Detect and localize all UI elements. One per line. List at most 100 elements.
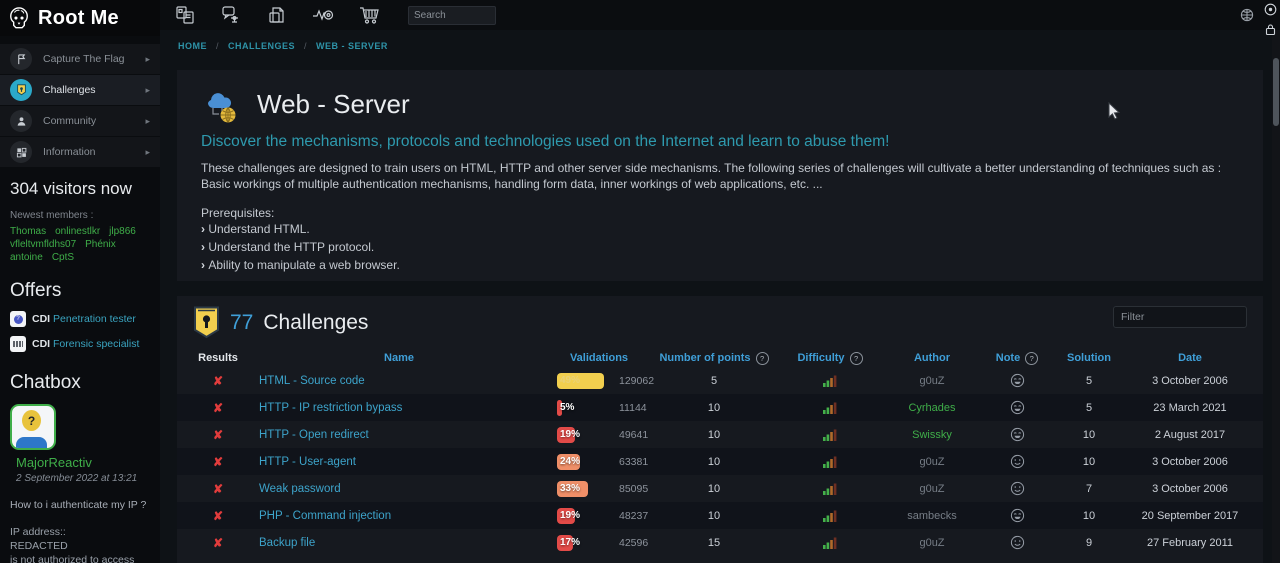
sidebar-item-capture-the-flag[interactable]: Capture The Flag ▸	[0, 44, 160, 74]
chevron-right-icon: ▸	[145, 146, 150, 157]
note-emoji-icon	[1010, 400, 1025, 419]
solution-count[interactable]: 10	[1082, 428, 1096, 441]
note-emoji-icon	[1010, 427, 1025, 446]
validation-bar	[557, 480, 588, 497]
challenge-link[interactable]: Weak password	[259, 482, 341, 495]
language-globe-icon[interactable]	[1240, 8, 1254, 27]
challenge-author[interactable]: g0uZ	[919, 536, 945, 549]
difficulty-bars-icon	[769, 536, 891, 550]
challenge-link[interactable]: HTTP - IP restriction bypass	[259, 401, 403, 414]
note-emoji-icon	[1010, 373, 1025, 392]
challenge-author[interactable]: g0uZ	[919, 482, 945, 495]
chat-line: REDACTED	[10, 540, 68, 552]
challenges-title: Challenges	[263, 310, 369, 334]
note-emoji-icon	[1010, 481, 1025, 500]
column-validations[interactable]: Validations	[569, 352, 629, 364]
difficulty-bars-icon	[769, 374, 891, 388]
challenge-link[interactable]: HTML - Source code	[259, 374, 365, 387]
scrollbar[interactable]	[1272, 30, 1280, 563]
scrollbar-thumb[interactable]	[1273, 58, 1279, 126]
member-link[interactable]: CptS	[51, 252, 75, 263]
challenges-badge-icon	[10, 79, 32, 101]
challenge-author[interactable]: Swissky	[912, 428, 952, 441]
member-link[interactable]: antoine	[10, 252, 43, 263]
challenge-link[interactable]: Backup file	[259, 536, 316, 549]
column-note[interactable]: Note?	[973, 351, 1061, 365]
solution-count[interactable]: 10	[1082, 455, 1096, 468]
avatar[interactable]: ?	[10, 404, 56, 450]
offer-item: CDI Forensic specialist	[10, 336, 150, 352]
sidebar-item-community[interactable]: Community ▸	[0, 106, 160, 136]
offer-prefix: CDI	[32, 313, 51, 325]
padlock-icon[interactable]	[1264, 23, 1277, 36]
challenge-date: 3 October 2006	[1152, 482, 1228, 495]
challenge-author[interactable]: g0uZ	[919, 374, 945, 387]
shop-cart-icon[interactable]	[358, 4, 380, 26]
chevron-right-icon: ▸	[145, 53, 150, 64]
page-title: Web - Server	[257, 88, 410, 119]
challenge-author[interactable]: g0uZ	[919, 455, 945, 468]
search-input[interactable]	[408, 5, 496, 25]
challenges-pennant-icon	[193, 306, 220, 339]
solution-count[interactable]: 5	[1085, 374, 1093, 387]
difficulty-bars-icon	[769, 509, 891, 523]
column-name[interactable]: Name	[384, 352, 414, 364]
logo-text: Root Me	[38, 6, 119, 29]
challenge-date: 20 September 2017	[1141, 509, 1239, 522]
target-circle-icon[interactable]	[1264, 3, 1277, 16]
offer-link[interactable]: Forensic specialist	[53, 338, 140, 350]
challenge-points: 10	[707, 509, 721, 522]
logo[interactable]: Root Me	[0, 0, 160, 36]
column-date[interactable]: Date	[1178, 352, 1202, 364]
chevron-right-icon: ▸	[145, 84, 150, 95]
challenge-author[interactable]: sambecks	[907, 509, 957, 522]
breadcrumb-challenges[interactable]: CHALLENGES	[228, 41, 316, 51]
filter-input[interactable]	[1113, 306, 1247, 328]
sidebar-item-information[interactable]: Information ▸	[0, 137, 160, 167]
member-link[interactable]: jlp866	[109, 226, 136, 237]
newest-members-label: Newest members :	[10, 210, 94, 221]
column-author[interactable]: Author	[913, 352, 951, 364]
table-row: ✘ Backup file 17% 42596 15 g0uZ 9 27 Febr…	[177, 529, 1263, 556]
column-difficulty[interactable]: Difficulty?	[769, 351, 891, 365]
chatbox-title: Chatbox	[10, 372, 81, 393]
sidebar-item-challenges[interactable]: Challenges ▸	[0, 75, 160, 105]
categories-icon[interactable]	[174, 4, 196, 26]
challenge-link[interactable]: PHP - Command injection	[259, 509, 392, 522]
challenges-panel: 77 Challenges Results Name Validations N…	[177, 296, 1263, 563]
forum-icon[interactable]	[220, 4, 242, 26]
column-solution[interactable]: Solution	[1067, 352, 1111, 364]
sidebar-item-label: Capture The Flag	[43, 53, 125, 65]
breadcrumb-home[interactable]: HOME	[178, 41, 228, 51]
member-link[interactable]: Phénix	[85, 239, 116, 250]
column-results: Results	[198, 352, 238, 364]
offer-link[interactable]: Penetration tester	[53, 313, 136, 325]
challenge-author[interactable]: Cyrhades	[908, 401, 956, 414]
community-person-icon	[10, 110, 32, 132]
solution-count[interactable]: 10	[1082, 509, 1096, 522]
challenge-points: 10	[707, 428, 721, 441]
challenges-count: 77	[230, 310, 254, 334]
challenge-date: 27 February 2011	[1146, 536, 1234, 549]
sidebar-item-label: Information	[43, 146, 96, 158]
solution-count[interactable]: 5	[1085, 401, 1093, 414]
column-points[interactable]: Number of points?	[659, 351, 769, 365]
offers-title: Offers	[10, 280, 62, 301]
chat-line: IP address::	[10, 526, 66, 538]
chat-username-link[interactable]: MajorReactiv	[16, 455, 92, 470]
challenge-points: 10	[707, 401, 721, 414]
member-link[interactable]: Thomas	[10, 226, 47, 237]
table-row: ✘ Weak password 33% 85095 10 g0uZ 7 3 Oct…	[177, 475, 1263, 502]
solution-count[interactable]: 9	[1085, 536, 1093, 549]
documents-icon[interactable]	[266, 4, 288, 26]
validation-count: 129062	[619, 374, 655, 387]
member-link[interactable]: vfleltvmfldhs07	[10, 239, 77, 250]
challenge-link[interactable]: HTTP - User-agent	[259, 455, 356, 468]
solution-count[interactable]: 7	[1085, 482, 1093, 495]
challenge-link[interactable]: HTTP - Open redirect	[259, 428, 369, 441]
validation-bar	[557, 507, 575, 524]
member-link[interactable]: onlinestlkr	[55, 226, 101, 237]
offer-item: ? CDI Penetration tester	[10, 311, 150, 327]
activity-icon[interactable]	[312, 4, 334, 26]
